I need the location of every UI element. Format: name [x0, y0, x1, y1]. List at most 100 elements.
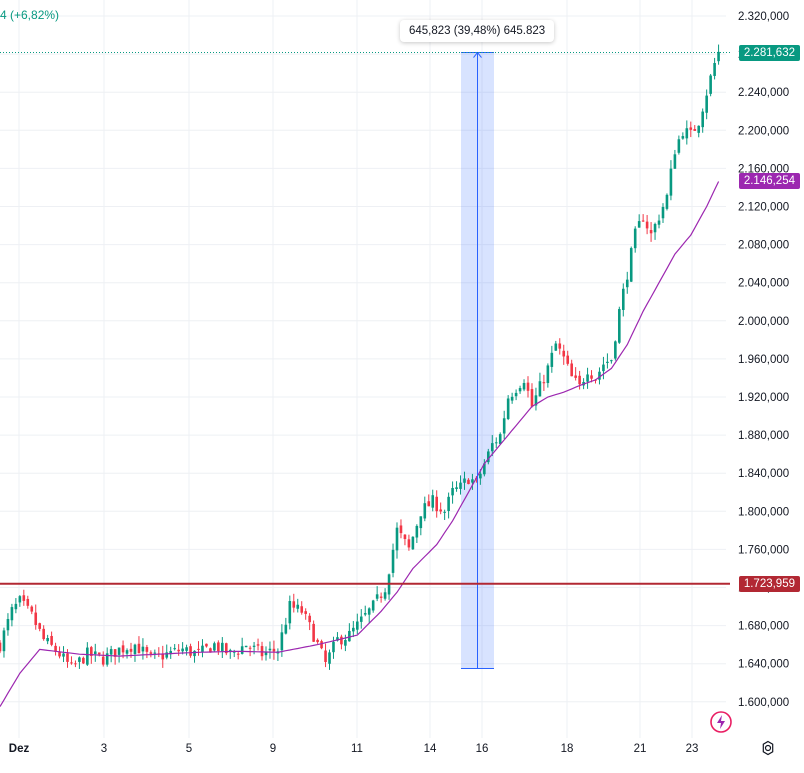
- candle-body: [336, 637, 339, 641]
- candle-body: [153, 652, 157, 654]
- candle-body: [514, 392, 518, 397]
- candle-body: [296, 604, 300, 609]
- candle-body: [22, 595, 26, 601]
- x-tick-label: 16: [476, 743, 489, 755]
- y-tick-label: 2.160,000: [738, 163, 789, 175]
- candle-body: [574, 375, 577, 378]
- candle-body: [705, 95, 708, 113]
- measure-label: 645,823 (39,48%) 645.823: [400, 20, 555, 42]
- candle-body: [18, 596, 22, 603]
- candle-body: [30, 606, 34, 612]
- candle-body: [391, 549, 395, 573]
- candle-body: [173, 648, 176, 650]
- candle-body: [669, 168, 673, 196]
- candle-body: [228, 650, 232, 652]
- candle-body: [471, 479, 474, 483]
- candle-body: [141, 646, 145, 652]
- candle-body: [97, 652, 101, 655]
- candle-body: [288, 601, 292, 624]
- candle-body: [510, 396, 514, 401]
- candle-body: [324, 650, 327, 663]
- candle-body: [356, 621, 359, 630]
- candle-body: [637, 221, 641, 228]
- candle-body: [717, 51, 720, 62]
- candle-body: [121, 645, 125, 653]
- x-tick-label: Dez: [9, 743, 30, 755]
- candle-body: [518, 388, 522, 392]
- y-tick-label: 2.000,000: [738, 316, 789, 328]
- candle-body: [316, 639, 319, 643]
- candle-body: [224, 643, 228, 654]
- y-tick-label: 1.760,000: [738, 544, 789, 556]
- candle-body: [252, 645, 256, 647]
- y-tick-label: 1.960,000: [738, 354, 789, 366]
- candle-body: [415, 525, 419, 538]
- candle-body: [201, 645, 204, 653]
- candle-body: [2, 630, 6, 652]
- candle-body: [312, 623, 315, 642]
- candle-body: [681, 136, 685, 139]
- candle-body: [550, 352, 554, 367]
- y-tick-label: 1.800,000: [738, 506, 789, 518]
- y-tick-label: 1.840,000: [738, 468, 789, 480]
- candle-body: [566, 355, 570, 364]
- y-tick-label: 1.880,000: [738, 430, 789, 442]
- x-tick-label: 3: [101, 743, 107, 755]
- y-tick-label: 2.200,000: [738, 125, 789, 137]
- candle-body: [490, 443, 494, 452]
- candle-body: [209, 648, 212, 653]
- candle-body: [300, 606, 304, 613]
- candle-body: [530, 389, 534, 407]
- candle-body: [145, 647, 149, 652]
- candle-body: [578, 375, 581, 385]
- candle-body: [54, 645, 57, 652]
- gear-icon[interactable]: [760, 740, 776, 756]
- candle-body: [375, 594, 379, 599]
- candle-body: [165, 652, 169, 658]
- lightning-logo-icon[interactable]: [709, 710, 733, 734]
- candle-body: [633, 228, 637, 249]
- candle-body: [411, 536, 415, 550]
- candle-body: [205, 643, 208, 647]
- candle-body: [129, 648, 133, 652]
- candle-body: [359, 616, 363, 622]
- candle-body: [451, 487, 454, 496]
- candle-body: [34, 612, 38, 625]
- candle-body: [50, 635, 53, 645]
- x-tick-label: 9: [270, 743, 276, 755]
- candle-body: [625, 279, 629, 288]
- candle-body: [693, 129, 697, 131]
- x-axis: Dez 3 5 9 11 14 16 18 21 23: [9, 743, 699, 755]
- candle-body: [443, 511, 446, 513]
- candle-body: [62, 653, 65, 657]
- candle-body: [189, 646, 192, 656]
- candle-body: [629, 248, 633, 282]
- candle-body: [546, 365, 550, 384]
- candle-body: [14, 603, 18, 610]
- candle-body: [586, 374, 589, 382]
- candle-body: [701, 111, 704, 128]
- y-tick-label: 2.120,000: [738, 202, 789, 214]
- candle-body: [502, 418, 506, 434]
- candle-body: [117, 647, 121, 655]
- candle-body: [447, 496, 450, 511]
- y-tick-label: 1.680,000: [738, 621, 789, 633]
- y-tick-label: 1.640,000: [738, 659, 789, 671]
- candle-body: [248, 647, 252, 649]
- candle-body: [570, 363, 573, 377]
- x-tick-label: 11: [351, 743, 363, 755]
- candle-body: [197, 648, 200, 650]
- y-tick-label: 2.080,000: [738, 240, 789, 252]
- grid: [0, 0, 726, 738]
- candle-body: [685, 128, 689, 139]
- candle-body: [439, 509, 442, 512]
- candle-body: [181, 648, 184, 652]
- candle-body: [614, 341, 617, 359]
- candle-body: [423, 503, 427, 519]
- x-tick-label: 23: [686, 743, 699, 755]
- candle-body: [66, 653, 69, 662]
- price-change-readout: 4 (+6,82%): [0, 8, 60, 22]
- candle-body: [6, 619, 10, 631]
